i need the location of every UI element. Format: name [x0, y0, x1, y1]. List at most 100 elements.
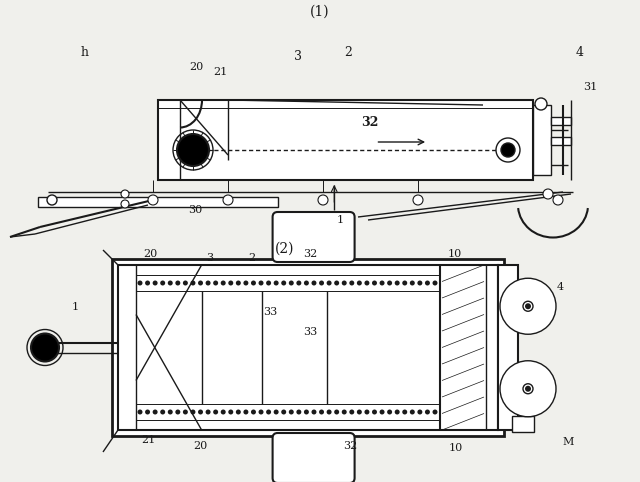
Text: 20: 20 [143, 249, 157, 259]
Circle shape [357, 281, 362, 285]
Text: 32: 32 [362, 116, 379, 129]
Circle shape [148, 195, 158, 205]
Circle shape [326, 410, 332, 415]
Bar [551, 137, 571, 145]
Circle shape [236, 410, 241, 415]
Circle shape [413, 195, 423, 205]
Circle shape [175, 410, 180, 415]
Circle shape [318, 195, 328, 205]
Circle shape [523, 384, 533, 394]
Circle shape [274, 410, 278, 415]
Circle shape [319, 410, 324, 415]
Circle shape [223, 195, 233, 205]
Bar [38, 197, 278, 207]
Circle shape [47, 195, 57, 205]
Circle shape [357, 410, 362, 415]
Text: 3: 3 [294, 51, 302, 64]
Text: 1: 1 [337, 215, 344, 225]
Circle shape [523, 301, 533, 311]
Circle shape [221, 410, 226, 415]
Circle shape [198, 410, 203, 415]
Text: 20: 20 [189, 62, 203, 72]
Circle shape [312, 281, 316, 285]
Circle shape [213, 410, 218, 415]
Circle shape [121, 190, 129, 198]
Text: (1): (1) [310, 5, 330, 19]
Bar [498, 265, 518, 430]
Circle shape [372, 281, 377, 285]
Circle shape [395, 410, 399, 415]
Circle shape [191, 281, 195, 285]
Text: 31: 31 [583, 82, 597, 92]
Circle shape [304, 410, 309, 415]
Circle shape [221, 281, 226, 285]
Circle shape [205, 410, 211, 415]
Circle shape [364, 281, 369, 285]
Circle shape [183, 410, 188, 415]
Circle shape [387, 281, 392, 285]
Circle shape [228, 281, 233, 285]
Text: 10: 10 [448, 249, 462, 259]
FancyBboxPatch shape [273, 433, 355, 482]
Bar [158, 100, 533, 180]
FancyBboxPatch shape [273, 212, 355, 262]
Circle shape [403, 281, 407, 285]
Circle shape [296, 410, 301, 415]
Circle shape [525, 386, 531, 392]
Text: 4: 4 [556, 282, 564, 292]
Circle shape [251, 281, 256, 285]
Text: 4: 4 [576, 45, 584, 58]
Circle shape [500, 278, 556, 334]
Circle shape [425, 410, 430, 415]
Circle shape [266, 281, 271, 285]
Circle shape [168, 410, 173, 415]
Circle shape [387, 410, 392, 415]
Circle shape [364, 410, 369, 415]
Circle shape [145, 281, 150, 285]
Circle shape [138, 410, 143, 415]
Circle shape [334, 281, 339, 285]
Circle shape [410, 281, 415, 285]
Circle shape [395, 281, 399, 285]
Bar [118, 265, 498, 430]
Circle shape [191, 410, 195, 415]
Circle shape [213, 281, 218, 285]
Circle shape [372, 410, 377, 415]
Circle shape [289, 281, 294, 285]
Circle shape [160, 281, 165, 285]
Circle shape [535, 98, 547, 110]
Circle shape [289, 410, 294, 415]
Circle shape [31, 334, 59, 362]
Circle shape [251, 410, 256, 415]
Circle shape [177, 134, 209, 166]
Bar [512, 416, 534, 432]
Circle shape [319, 281, 324, 285]
Circle shape [160, 410, 165, 415]
Circle shape [553, 195, 563, 205]
Circle shape [259, 410, 264, 415]
Circle shape [145, 410, 150, 415]
Circle shape [281, 281, 286, 285]
Bar [551, 117, 571, 125]
Text: 20: 20 [193, 441, 207, 451]
Circle shape [410, 410, 415, 415]
Circle shape [243, 410, 248, 415]
Circle shape [334, 410, 339, 415]
Circle shape [152, 281, 157, 285]
Circle shape [500, 361, 556, 417]
Circle shape [152, 410, 157, 415]
Text: 10: 10 [449, 443, 463, 453]
Text: 1: 1 [72, 302, 79, 312]
Text: 32: 32 [303, 249, 317, 259]
Text: 30: 30 [188, 205, 202, 215]
Circle shape [501, 143, 515, 157]
Circle shape [175, 281, 180, 285]
Circle shape [236, 281, 241, 285]
Bar [533, 105, 551, 175]
Circle shape [342, 410, 347, 415]
Circle shape [183, 281, 188, 285]
Circle shape [496, 138, 520, 162]
Circle shape [326, 281, 332, 285]
Circle shape [525, 303, 531, 309]
Bar [112, 259, 504, 436]
